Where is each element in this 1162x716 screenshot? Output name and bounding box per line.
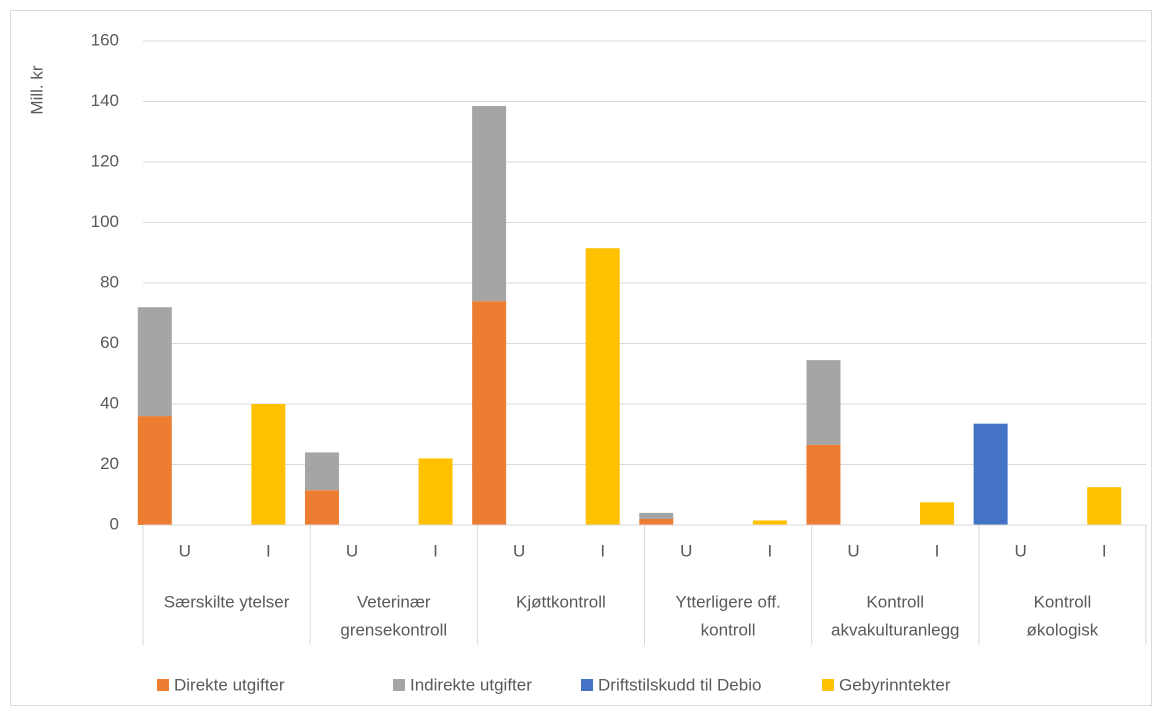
bar-segment bbox=[418, 458, 453, 525]
x-tick-label: I bbox=[266, 541, 271, 560]
legend-label: Gebyrinntekter bbox=[839, 675, 951, 694]
x-tick-label: U bbox=[847, 541, 859, 560]
legend-label: Driftstilskudd til Debio bbox=[598, 675, 761, 694]
bar-segment bbox=[304, 452, 339, 491]
x-tick-label: I bbox=[600, 541, 605, 560]
x-tick-label: U bbox=[346, 541, 358, 560]
x-tick-label: I bbox=[935, 541, 940, 560]
bar-segment bbox=[1087, 487, 1122, 525]
y-tick-label: 120 bbox=[91, 151, 119, 170]
x-tick-label: I bbox=[1102, 541, 1107, 560]
group-label: grensekontroll bbox=[340, 620, 447, 639]
y-tick-label: 0 bbox=[110, 514, 119, 533]
group-label: Kjøttkontroll bbox=[516, 592, 606, 611]
bar-segment bbox=[137, 416, 172, 525]
y-tick-label: 160 bbox=[91, 30, 119, 49]
bar-segment bbox=[639, 512, 674, 519]
chart-border bbox=[10, 10, 1152, 706]
x-tick-label: U bbox=[179, 541, 191, 560]
bar-segment bbox=[806, 444, 841, 525]
group-label: økologisk bbox=[1027, 620, 1099, 639]
bar-segment bbox=[920, 502, 955, 525]
bar-segment bbox=[251, 404, 286, 525]
group-label: Særskilte ytelser bbox=[164, 592, 290, 611]
bar-segment bbox=[806, 360, 841, 445]
x-tick-label: U bbox=[513, 541, 525, 560]
legend-swatch bbox=[157, 679, 169, 691]
y-tick-label: 40 bbox=[100, 393, 119, 412]
group-label: Veterinær bbox=[357, 592, 431, 611]
y-tick-label: 140 bbox=[91, 91, 119, 110]
legend-label: Direkte utgifter bbox=[174, 675, 285, 694]
bar-segment bbox=[585, 248, 620, 525]
bar-segment bbox=[472, 301, 507, 525]
bar-segment bbox=[973, 423, 1008, 525]
group-label: kontroll bbox=[701, 620, 756, 639]
bar-segment bbox=[304, 490, 339, 525]
y-tick-label: 100 bbox=[91, 212, 119, 231]
y-tick-label: 20 bbox=[100, 454, 119, 473]
bar-segment bbox=[472, 106, 507, 302]
legend-swatch bbox=[581, 679, 593, 691]
group-label: Kontroll bbox=[1034, 592, 1092, 611]
y-axis-label: Mill. kr bbox=[27, 65, 46, 114]
bar-segment bbox=[137, 307, 172, 417]
x-tick-label: U bbox=[680, 541, 692, 560]
y-tick-label: 60 bbox=[100, 333, 119, 352]
bar-segment bbox=[639, 518, 674, 525]
x-tick-label: I bbox=[433, 541, 438, 560]
legend-swatch bbox=[393, 679, 405, 691]
x-tick-label: U bbox=[1014, 541, 1026, 560]
y-tick-label: 80 bbox=[100, 272, 119, 291]
x-tick-label: I bbox=[768, 541, 773, 560]
bar-segment bbox=[752, 520, 787, 525]
legend-label: Indirekte utgifter bbox=[410, 675, 532, 694]
group-label: akvakulturanlegg bbox=[831, 620, 960, 639]
legend-swatch bbox=[822, 679, 834, 691]
group-label: Ytterligere off. bbox=[675, 592, 781, 611]
group-label: Kontroll bbox=[866, 592, 924, 611]
